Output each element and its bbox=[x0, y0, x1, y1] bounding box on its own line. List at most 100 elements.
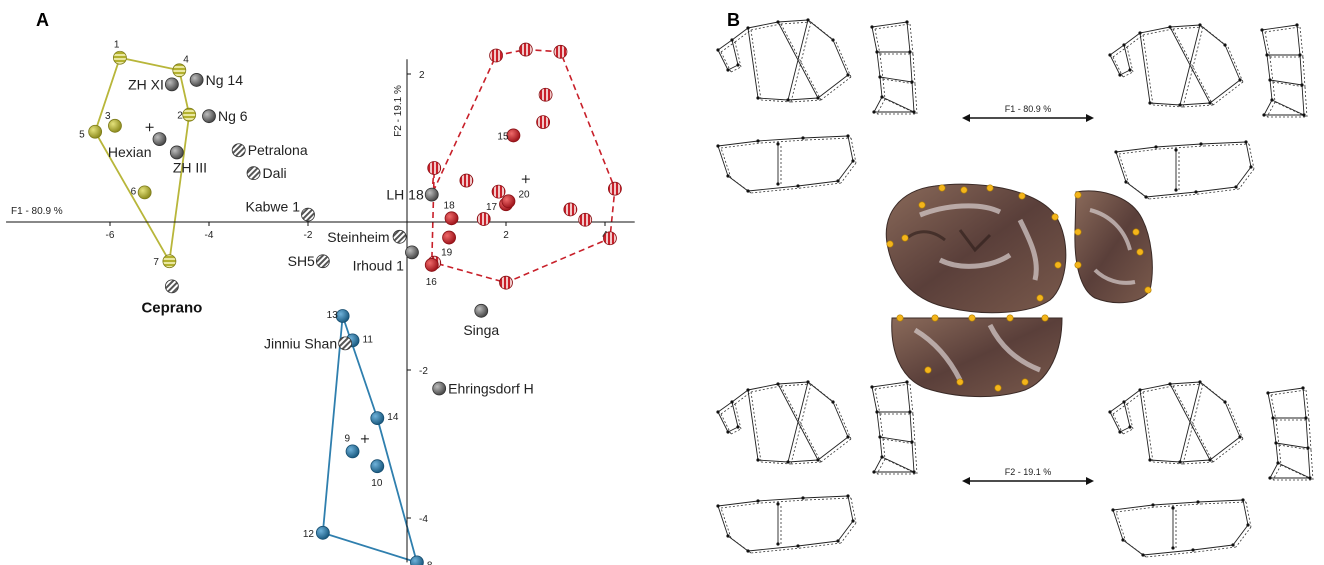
wireframe-line-alt bbox=[876, 458, 886, 475]
wireframe-landmark bbox=[846, 73, 850, 77]
data-points bbox=[88, 42, 622, 565]
yellow-centroid-marker bbox=[145, 123, 154, 132]
point-label: 3 bbox=[105, 111, 111, 122]
wireframe-line bbox=[1209, 436, 1241, 461]
wireframe-line bbox=[873, 456, 883, 473]
wireframe-landmark bbox=[776, 20, 780, 24]
specimen-point bbox=[424, 187, 439, 202]
y-tick-label: -4 bbox=[419, 514, 428, 525]
wireframe-line-alt bbox=[790, 21, 812, 103]
landmark-dot bbox=[1018, 192, 1026, 200]
wireframe-landmark bbox=[910, 80, 914, 84]
wireframe-line bbox=[1112, 509, 1124, 541]
specimen-point bbox=[189, 73, 204, 87]
wireframe-landmark bbox=[836, 539, 840, 543]
wireframe-landmark bbox=[1108, 53, 1112, 57]
wireframe-line-alt bbox=[1172, 383, 1204, 387]
wireframe-line-alt bbox=[760, 99, 792, 103]
point-label: 7 bbox=[153, 257, 159, 268]
wireframe-landmark bbox=[1168, 25, 1172, 29]
wireframe-line-alt bbox=[1112, 46, 1128, 58]
wireframe-landmark bbox=[870, 385, 874, 389]
red-point bbox=[563, 202, 578, 217]
lateral-wireframe-1 bbox=[716, 18, 852, 103]
wireframe-line-alt bbox=[1195, 546, 1237, 553]
specimen-label: Ng 6 bbox=[218, 108, 248, 124]
wireframe-line bbox=[1301, 84, 1305, 116]
wireframe-line bbox=[717, 39, 733, 51]
wireframe-line bbox=[881, 96, 915, 113]
wireframe-landmark bbox=[851, 159, 855, 163]
wireframe-line bbox=[797, 180, 839, 187]
wireframe-line bbox=[1245, 141, 1252, 168]
wireframe-landmark bbox=[1295, 23, 1299, 27]
wireframe-line bbox=[717, 500, 759, 507]
skull-superior-view bbox=[891, 317, 1063, 398]
wireframe-line-alt bbox=[760, 499, 807, 504]
wireframe-line-alt bbox=[780, 21, 812, 25]
wireframe-line-alt bbox=[882, 438, 886, 460]
wireframe-landmark bbox=[1168, 382, 1172, 386]
wireframe-line-alt bbox=[1158, 145, 1205, 150]
wireframe-landmark bbox=[846, 134, 850, 138]
wireframe-line bbox=[1109, 401, 1125, 413]
wireframe-line-alt bbox=[1212, 438, 1244, 463]
point-label: 10 bbox=[371, 478, 383, 489]
wireframe-landmark bbox=[880, 95, 884, 99]
wireframe-line-alt bbox=[1272, 464, 1282, 481]
wireframe-line bbox=[1261, 29, 1268, 56]
specimen-label: ZH III bbox=[173, 159, 207, 175]
wireframe-line-alt bbox=[840, 522, 857, 544]
wireframe-landmark bbox=[831, 400, 835, 404]
red-point bbox=[518, 42, 533, 57]
landmark-dot bbox=[924, 366, 932, 374]
wireframe-line bbox=[832, 39, 849, 76]
wireframe-line-alt bbox=[835, 403, 852, 440]
yellow-group-hull bbox=[94, 56, 191, 264]
wireframe-landmark bbox=[1198, 23, 1202, 27]
wireframe-landmark bbox=[1268, 476, 1272, 480]
wireframe-line bbox=[1200, 141, 1247, 145]
wireframe-landmark bbox=[875, 410, 879, 414]
wireframe-line bbox=[1123, 44, 1131, 71]
specimen-label: Ehringsdorf H bbox=[448, 381, 534, 397]
wireframe-landmark bbox=[1111, 508, 1115, 512]
wireframe-landmark bbox=[1266, 391, 1270, 395]
y-tick-label: -2 bbox=[419, 366, 428, 377]
wireframe-line-alt bbox=[914, 83, 918, 115]
wireframe-landmark bbox=[776, 182, 780, 186]
specimen-label: Irhoud 1 bbox=[353, 257, 405, 273]
wireframe-line bbox=[1195, 186, 1237, 193]
specimen-point bbox=[474, 303, 489, 318]
wireframe-line-alt bbox=[720, 507, 732, 539]
wireframe-landmark bbox=[716, 410, 720, 414]
wireframe-line bbox=[837, 520, 854, 542]
wireframe-line bbox=[747, 383, 779, 391]
wireframe-landmark bbox=[756, 96, 760, 100]
wireframe-line bbox=[871, 21, 908, 28]
wireframe-line-alt bbox=[734, 403, 742, 430]
wireframe-line bbox=[1169, 381, 1201, 385]
wireframe-landmark bbox=[1249, 165, 1253, 169]
wireframe-line-alt bbox=[1238, 168, 1255, 190]
wireframe-landmark bbox=[1124, 180, 1128, 184]
wireframe-line-alt bbox=[884, 98, 918, 115]
wireframe-line bbox=[1145, 191, 1197, 198]
wireframe-landmark bbox=[1199, 142, 1203, 146]
wireframe-landmark bbox=[1118, 430, 1122, 434]
wireframe-line bbox=[747, 389, 759, 461]
wireframe-line-alt bbox=[750, 391, 762, 463]
wireframe-line bbox=[731, 27, 749, 41]
wireframe-line-alt bbox=[874, 28, 881, 55]
red-point bbox=[553, 44, 568, 59]
wireframe-line bbox=[1139, 26, 1171, 34]
landmark-dot bbox=[896, 314, 904, 322]
blue-point bbox=[370, 411, 385, 426]
point-label: 17 bbox=[486, 202, 498, 213]
wireframe-landmark bbox=[836, 179, 840, 183]
wireframe-line-alt bbox=[1310, 449, 1314, 481]
wireframe-line-alt bbox=[912, 413, 916, 445]
wireframe-line bbox=[1296, 24, 1301, 56]
specimen-point bbox=[164, 77, 179, 92]
